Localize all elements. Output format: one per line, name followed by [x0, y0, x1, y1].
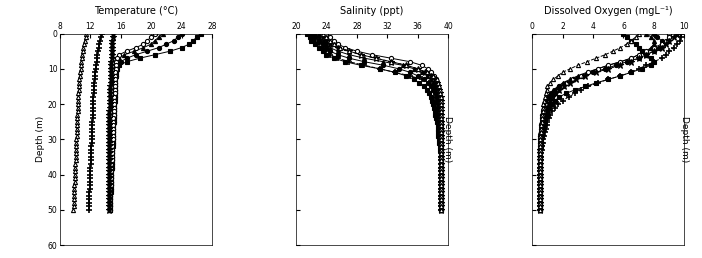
Title: Salinity (ppt): Salinity (ppt)	[340, 6, 404, 16]
Title: Dissolved Oxygen (mgL⁻¹): Dissolved Oxygen (mgL⁻¹)	[544, 6, 673, 16]
Title: Temperature (°C): Temperature (°C)	[94, 6, 178, 16]
Y-axis label: Depth (m): Depth (m)	[680, 116, 689, 163]
Y-axis label: Depth (m): Depth (m)	[36, 116, 45, 163]
Y-axis label: Depth (m): Depth (m)	[444, 116, 452, 163]
